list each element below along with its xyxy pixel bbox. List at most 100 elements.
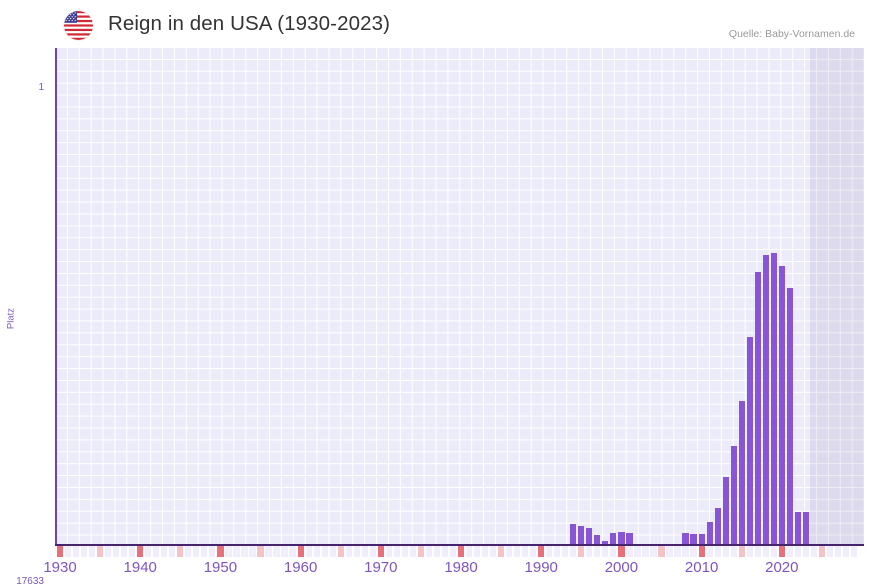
x-tick-1936: [105, 546, 112, 557]
bar-1998[interactable]: [602, 541, 609, 544]
x-tick-2024: [810, 546, 817, 557]
us-flag-icon: [64, 11, 93, 40]
x-axis-label-2010: 2010: [684, 559, 719, 576]
x-axis-ticks: [56, 546, 864, 557]
x-tick-2017: [754, 546, 761, 557]
bar-1995[interactable]: [578, 526, 585, 544]
x-tick-1961: [305, 546, 312, 557]
x-tick-1932: [72, 546, 80, 557]
x-axis-label-1990: 1990: [524, 559, 558, 576]
bar-2011[interactable]: [706, 522, 713, 544]
x-tick-1971: [385, 546, 392, 557]
x-axis-line: [55, 544, 864, 546]
x-tick-1994: [570, 546, 577, 557]
x-tick-1934: [88, 546, 96, 557]
x-tick-2016: [746, 546, 753, 557]
x-axis-label-1980: 1980: [444, 559, 478, 576]
x-tick-1990: [538, 546, 545, 557]
x-tick-1935: [97, 546, 104, 557]
x-tick-1946: [185, 546, 192, 557]
x-tick-1977: [433, 546, 441, 557]
x-axis-label-1950: 1950: [203, 559, 238, 576]
x-tick-1941: [145, 546, 152, 557]
x-tick-2004: [650, 546, 657, 557]
x-tick-1953: [241, 546, 248, 557]
x-tick-1951: [225, 546, 232, 557]
x-tick-1960: [297, 546, 304, 557]
x-tick-2006: [666, 546, 673, 557]
x-tick-1950: [217, 546, 224, 557]
x-tick-2026: [826, 546, 834, 557]
x-tick-2028: [842, 546, 850, 557]
x-axis-label-1960: 1960: [283, 559, 318, 576]
bar-1997[interactable]: [594, 535, 601, 544]
bar-2009[interactable]: [690, 534, 697, 544]
y-axis-min-label: 17633: [16, 576, 44, 587]
bar-2015[interactable]: [738, 401, 745, 544]
x-tick-1939: [129, 546, 136, 557]
x-tick-1991: [546, 546, 553, 557]
x-tick-2000: [618, 546, 625, 557]
x-tick-2005: [658, 546, 665, 557]
x-tick-2013: [722, 546, 729, 557]
bar-2019[interactable]: [770, 253, 777, 544]
x-tick-2011: [706, 546, 713, 557]
bar-2012[interactable]: [714, 508, 721, 544]
bar-series: [56, 48, 864, 544]
x-tick-1943: [161, 546, 168, 557]
bar-2018[interactable]: [762, 255, 769, 544]
x-tick-1970: [377, 546, 384, 557]
x-tick-2010: [698, 546, 705, 557]
x-tick-1986: [506, 546, 513, 557]
x-tick-1973: [401, 546, 408, 557]
x-tick-1949: [209, 546, 216, 557]
x-tick-2025: [818, 546, 826, 557]
bar-2008[interactable]: [682, 533, 689, 544]
x-tick-1992: [554, 546, 561, 557]
x-tick-1957: [273, 546, 280, 557]
x-tick-1947: [193, 546, 200, 557]
bar-2016[interactable]: [746, 337, 753, 544]
bar-2000[interactable]: [618, 532, 625, 544]
x-tick-2012: [714, 546, 721, 557]
bar-2010[interactable]: [698, 534, 705, 544]
x-tick-1930: [56, 546, 64, 557]
x-tick-1988: [522, 546, 529, 557]
x-tick-1987: [514, 546, 521, 557]
x-axis-tick-labels: 1930 1940 1950 1960 1970 1980 1990 2000 2010 2020: [0, 559, 873, 583]
x-tick-2021: [786, 546, 793, 557]
bar-1999[interactable]: [610, 533, 617, 544]
x-tick-1942: [153, 546, 160, 557]
x-tick-1944: [169, 546, 176, 557]
x-tick-1982: [473, 546, 481, 557]
x-tick-1976: [425, 546, 433, 557]
x-tick-1979: [449, 546, 457, 557]
bar-2014[interactable]: [730, 446, 737, 544]
bar-1994[interactable]: [570, 524, 577, 544]
x-tick-2014: [730, 546, 737, 557]
bar-2017[interactable]: [754, 272, 761, 544]
bar-2020[interactable]: [778, 266, 785, 544]
x-tick-1963: [321, 546, 328, 557]
bar-2022[interactable]: [794, 512, 801, 544]
x-tick-1995: [578, 546, 585, 557]
x-tick-1969: [369, 546, 376, 557]
x-tick-2022: [794, 546, 801, 557]
x-tick-1981: [465, 546, 473, 557]
x-tick-2009: [690, 546, 697, 557]
bar-2001[interactable]: [626, 533, 633, 544]
x-tick-1999: [610, 546, 617, 557]
x-tick-1940: [137, 546, 144, 557]
bar-2013[interactable]: [722, 477, 729, 544]
x-tick-2029: [850, 546, 858, 557]
bar-2023[interactable]: [802, 512, 809, 544]
x-tick-2020: [778, 546, 785, 557]
x-tick-2002: [634, 546, 641, 557]
x-tick-1983: [481, 546, 489, 557]
bar-2021[interactable]: [786, 288, 793, 544]
bar-1996[interactable]: [586, 528, 593, 544]
x-tick-1945: [177, 546, 184, 557]
y-axis-max-label: 1: [38, 82, 44, 93]
x-tick-2023: [802, 546, 809, 557]
